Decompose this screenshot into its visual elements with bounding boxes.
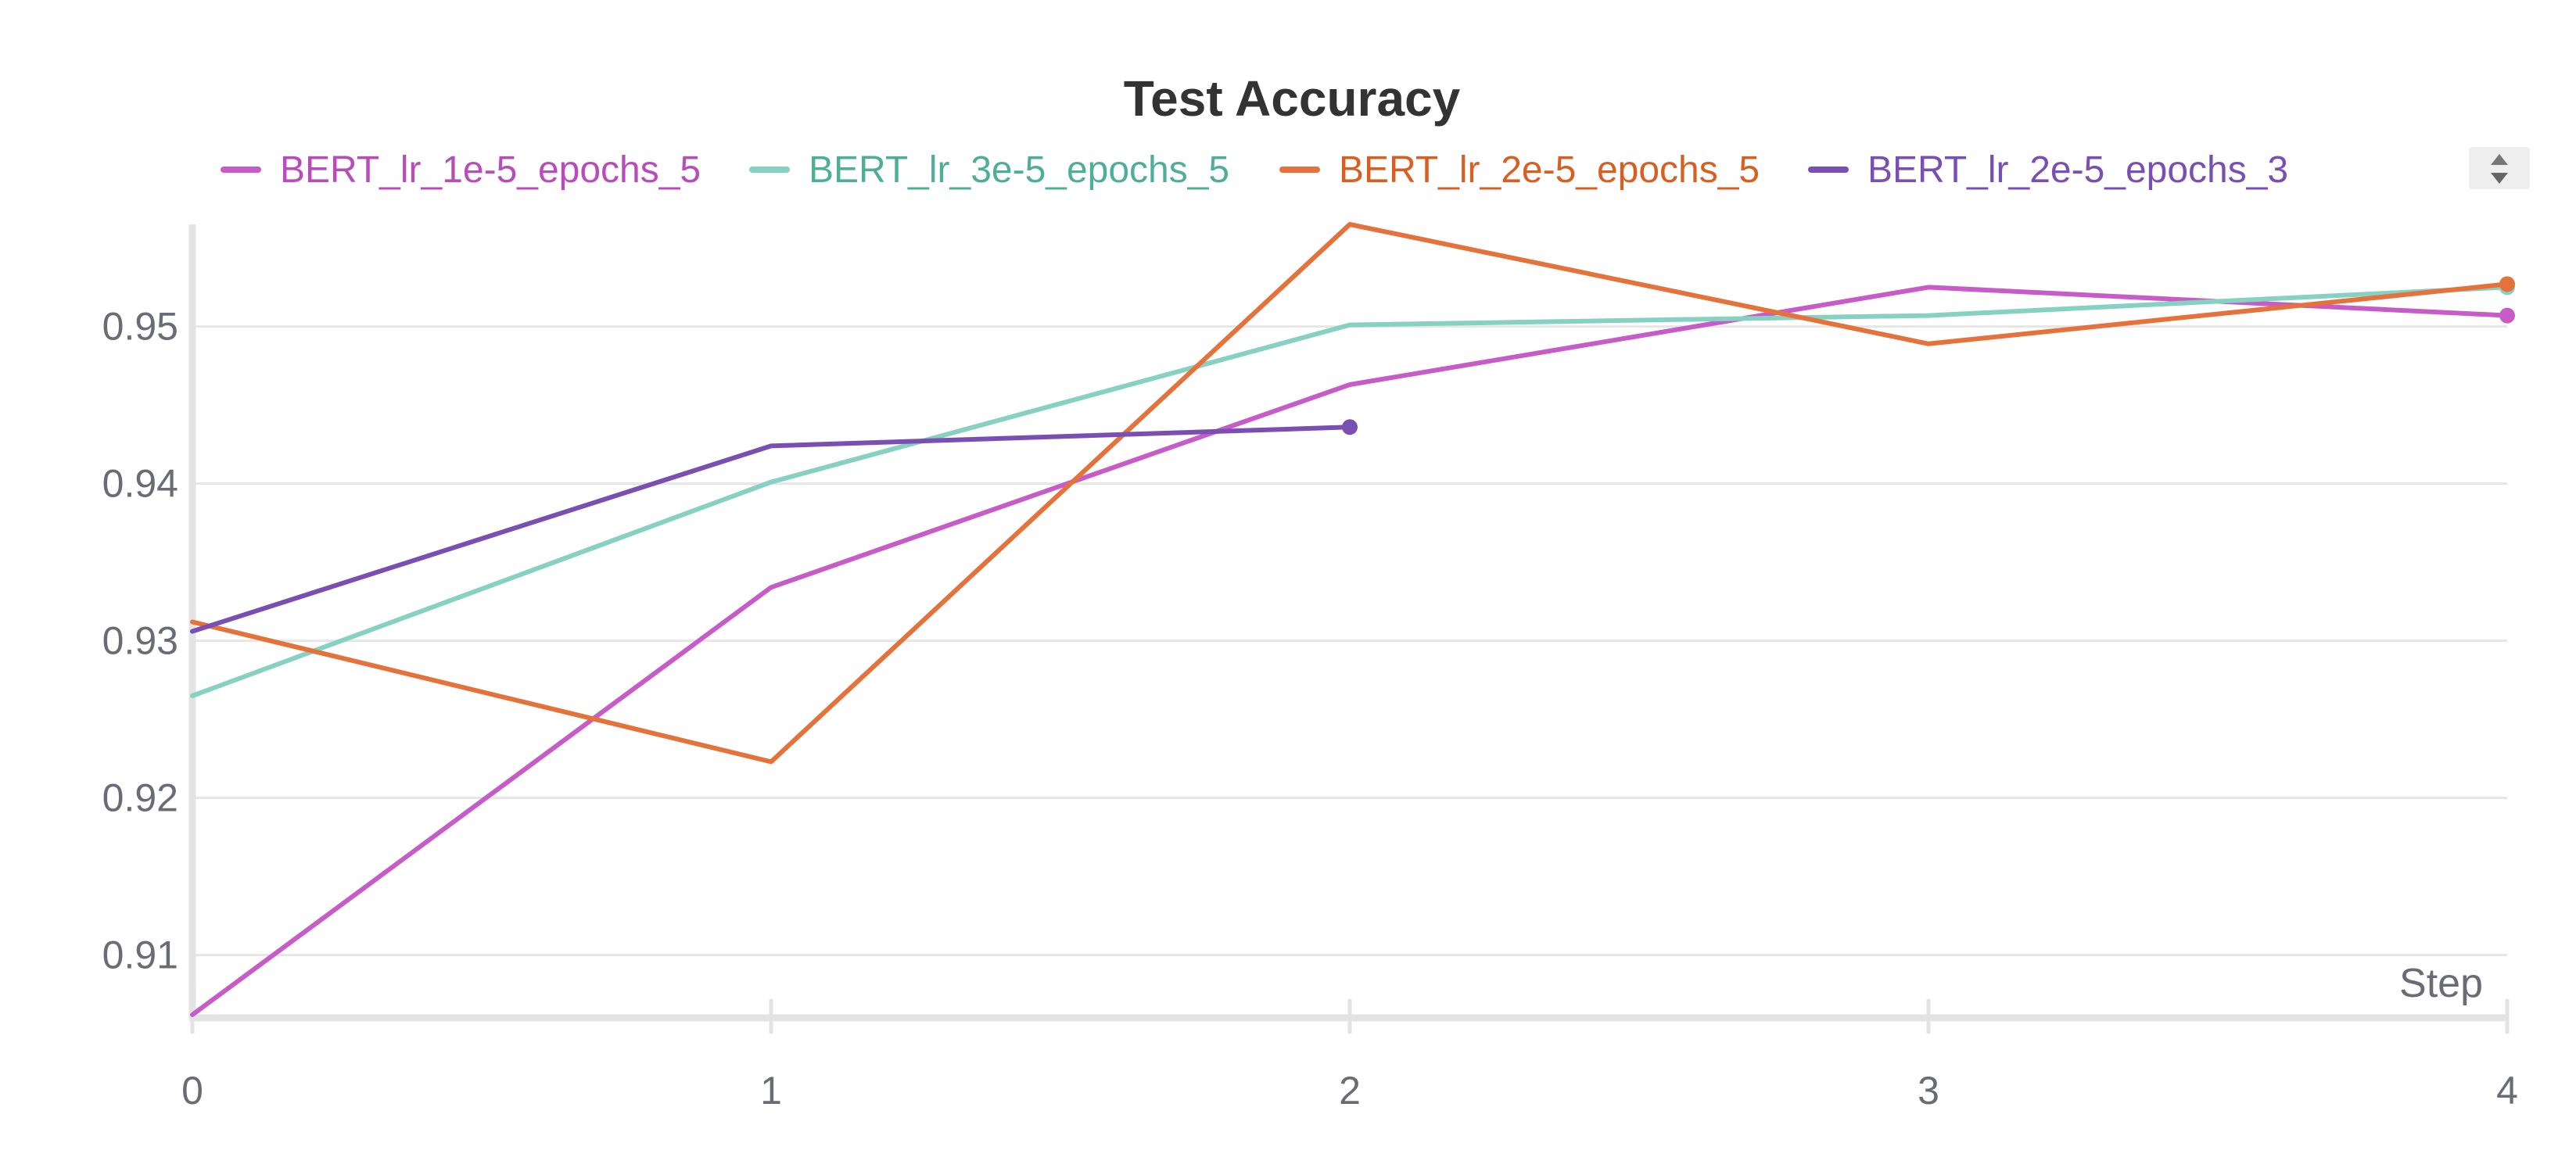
x-tick-label: 1	[760, 1069, 782, 1112]
chevron-up-icon	[2491, 154, 2508, 165]
chevron-down-icon	[2491, 173, 2508, 184]
x-axis-title: Step	[2399, 961, 2483, 1006]
x-tick-label: 4	[2496, 1069, 2518, 1112]
axes	[188, 224, 2507, 1022]
series-end-marker	[1342, 419, 1358, 435]
series-end-marker	[2499, 276, 2515, 292]
legend-label[interactable]: BERT_lr_1e-5_epochs_5	[280, 149, 701, 191]
y-tick-label: 0.93	[102, 619, 178, 663]
legend-scroll-button[interactable]	[2469, 147, 2530, 189]
series-end-marker	[2499, 307, 2515, 324]
series-lines	[190, 222, 2515, 1017]
series-line	[190, 285, 2510, 698]
legend-label[interactable]: BERT_lr_3e-5_epochs_5	[809, 149, 1229, 191]
y-ticks: 0.91 0.92 0.93 0.94 0.95	[102, 305, 178, 977]
x-ticks: 0 1 2 3 4	[181, 999, 2518, 1112]
y-tick-label: 0.92	[102, 776, 178, 820]
legend-scroll-control[interactable]	[2469, 147, 2530, 189]
y-tick-label: 0.95	[102, 305, 178, 349]
x-tick-label: 0	[181, 1069, 203, 1112]
legend-label[interactable]: BERT_lr_2e-5_epochs_3	[1867, 149, 2288, 191]
x-tick-label: 3	[1918, 1069, 1939, 1112]
y-tick-label: 0.91	[102, 933, 178, 977]
series-line	[190, 285, 2510, 1017]
x-tick-label: 2	[1339, 1069, 1361, 1112]
legend-label[interactable]: BERT_lr_2e-5_epochs_5	[1339, 149, 1760, 191]
chart-title: Test Accuracy	[1124, 70, 1461, 127]
series-line	[190, 425, 1352, 634]
legend: BERT_lr_1e-5_epochs_5 BERT_lr_3e-5_epochs…	[221, 149, 2288, 191]
y-tick-label: 0.94	[102, 462, 178, 506]
series-line	[190, 222, 2510, 765]
